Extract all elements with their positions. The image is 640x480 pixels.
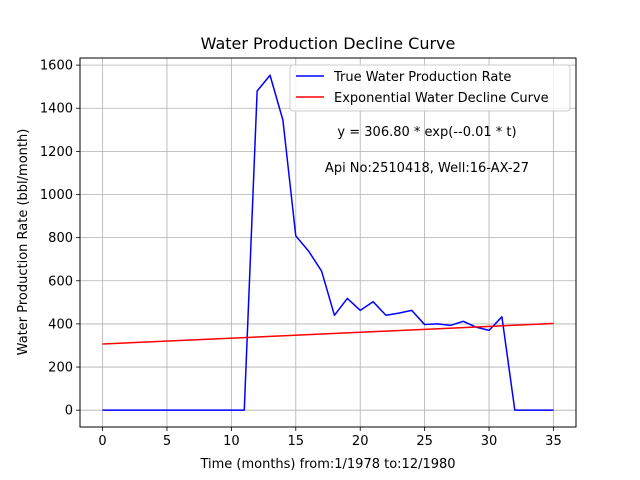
- x-tick-label: 10: [223, 434, 240, 449]
- x-axis-label: Time (months) from:1/1978 to:12/1980: [199, 457, 455, 472]
- y-tick-label: 1400: [40, 102, 73, 117]
- y-tick-label: 1600: [40, 59, 73, 74]
- y-tick-label: 200: [48, 361, 73, 376]
- x-tick-label: 5: [163, 434, 171, 449]
- legend-label-true-rate: True Water Production Rate: [333, 70, 511, 85]
- x-tick-label: 35: [545, 434, 562, 449]
- y-tick-label: 0: [65, 404, 73, 419]
- legend: True Water Production Rate Exponential W…: [289, 64, 571, 112]
- x-axis: 0 5 10 15 20 25 30 35: [98, 427, 562, 449]
- y-tick-label: 400: [48, 317, 73, 332]
- axes-frame: [79, 57, 577, 428]
- x-tick-label: 20: [352, 434, 369, 449]
- exponential-decline-line: [102, 322, 554, 345]
- x-tick-label: 0: [98, 434, 106, 449]
- legend-box: [289, 64, 571, 112]
- y-tick-label: 800: [48, 231, 73, 246]
- chart-title: Water Production Decline Curve: [201, 34, 456, 53]
- x-tick-label: 15: [288, 434, 305, 449]
- true-water-production-line: [102, 74, 554, 411]
- series-layer: [102, 74, 554, 411]
- x-tick-label: 25: [416, 434, 433, 449]
- y-tick-label: 1000: [40, 188, 73, 203]
- y-axis: 0 200 400 600 800 1000 1200 1400 1600: [40, 59, 80, 419]
- y-tick-label: 1200: [40, 145, 73, 160]
- y-tick-label: 600: [48, 274, 73, 289]
- equation-annotation: y = 306.80 * exp(--0.01 * t): [337, 125, 516, 140]
- legend-label-decline-curve: Exponential Water Decline Curve: [334, 91, 549, 106]
- y-axis-label: Water Production Rate (bbl/month): [16, 129, 31, 356]
- x-tick-label: 30: [481, 434, 498, 449]
- well-annotation: Api No:2510418, Well:16-AX-27: [325, 161, 529, 176]
